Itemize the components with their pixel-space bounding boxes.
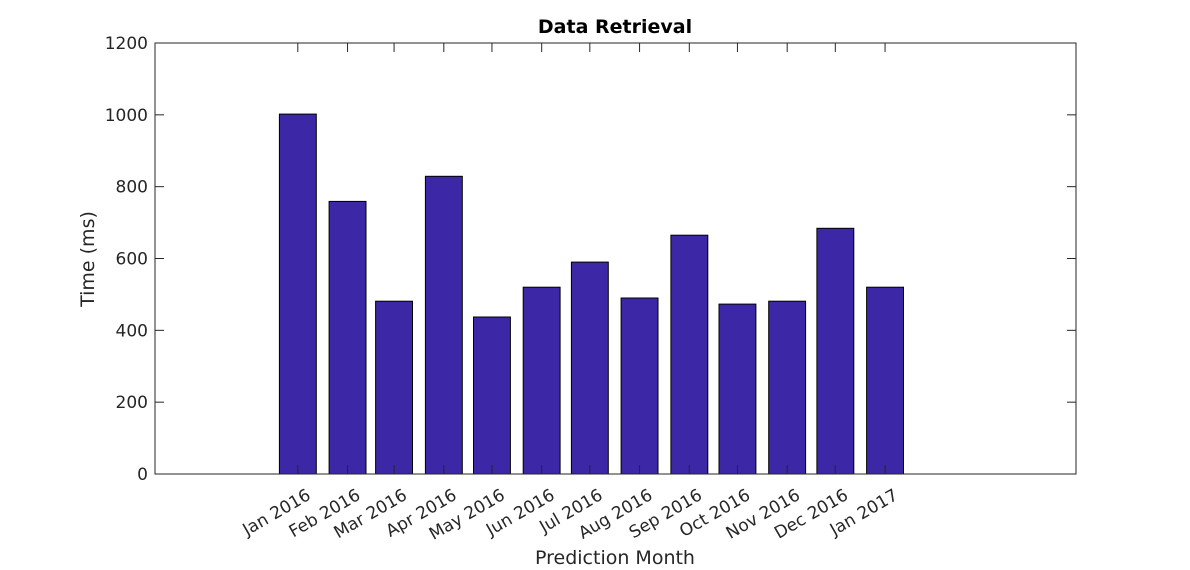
x-axis-label: Prediction Month <box>535 547 695 569</box>
y-tick-label: 600 <box>116 250 148 270</box>
bar-jan-2016 <box>278 113 317 475</box>
bar-nov-2016 <box>768 300 807 475</box>
bar-feb-2016 <box>328 200 367 475</box>
bar-sep-2016 <box>670 234 709 475</box>
bar-mar-2016 <box>375 300 414 475</box>
bar-aug-2016 <box>620 297 659 475</box>
y-tick-label: 800 <box>116 178 148 198</box>
y-tick-label: 400 <box>116 321 148 341</box>
y-tick-label: 1000 <box>105 106 148 126</box>
bar-apr-2016 <box>424 175 463 475</box>
y-tick-label: 0 <box>137 465 148 485</box>
bar-may-2016 <box>473 316 511 475</box>
bar-oct-2016 <box>718 303 757 475</box>
bar-jan-2017 <box>866 286 904 475</box>
y-tick-label: 200 <box>116 393 148 413</box>
bar-jul-2016 <box>570 261 609 475</box>
bar-jun-2016 <box>522 286 561 475</box>
y-axis-label: Time (ms) <box>77 211 99 308</box>
y-tick-label: 1200 <box>105 34 148 54</box>
chart-title: Data Retrieval <box>538 16 692 38</box>
bar-dec-2016 <box>816 227 855 475</box>
